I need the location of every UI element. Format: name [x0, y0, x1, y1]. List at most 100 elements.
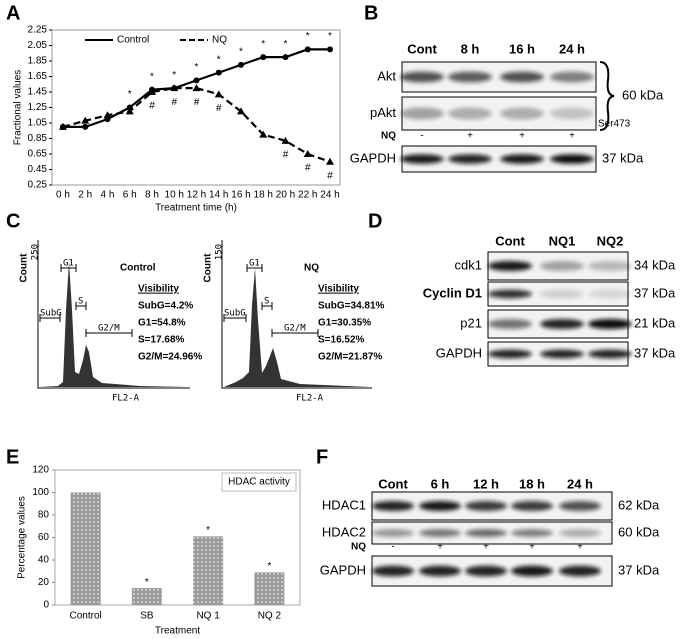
y-axis-label: Fractional values [13, 70, 24, 146]
lane-label: 8 h [461, 41, 480, 56]
panel-label: B [364, 2, 378, 24]
point [214, 90, 223, 98]
lane-label: NQ2 [597, 233, 624, 248]
point [260, 54, 267, 61]
x-axis-label: Treatment [155, 626, 200, 637]
x-tick-label: 20 h [276, 190, 295, 201]
gate-label: G1 [63, 259, 74, 269]
band [488, 349, 532, 359]
size-label: 60 kDa [622, 87, 664, 102]
significance: * [217, 54, 221, 65]
stat: SubG=4.2% [138, 301, 193, 312]
size-label: 21 kDa [634, 315, 676, 330]
row-label: Cyclin D1 [423, 285, 482, 300]
band [588, 289, 632, 299]
point [192, 84, 201, 92]
site-label: Ser473 [598, 119, 631, 130]
legend-label: Control [117, 35, 149, 46]
band [550, 154, 594, 164]
significance: * [128, 89, 132, 100]
treatment-mark: - [420, 131, 423, 142]
gates [39, 264, 319, 337]
treatment-label: NQ [351, 542, 366, 553]
band [419, 500, 461, 512]
significance: * [172, 70, 176, 81]
x-tick-label: 22 h [298, 190, 317, 201]
y-tick-label: 40 [38, 555, 50, 566]
flow-y-label: Count [203, 253, 214, 283]
stat: G1=54.8% [138, 318, 186, 329]
point [103, 111, 112, 119]
significance: * [150, 71, 154, 82]
bar-texture [193, 536, 224, 605]
gate-label: SubG [40, 309, 62, 319]
y-tick-label: 60 [38, 532, 50, 543]
row-label: GAPDH [320, 562, 366, 577]
flow-x-label: FL2-A [296, 394, 324, 404]
stat: G1=30.35% [318, 318, 371, 329]
y-tick-label: 1.25 [28, 102, 48, 113]
row-label: GAPDH [436, 345, 482, 360]
band [550, 71, 594, 83]
y-tick-label: 1.85 [28, 56, 48, 67]
significance: * [145, 577, 149, 588]
panel-label: C [6, 210, 20, 232]
point [281, 136, 290, 144]
flow-title: Control [120, 263, 156, 274]
y-tick-label: 100 [32, 487, 49, 498]
flow-x-label: FL2-A [112, 394, 140, 404]
significance: * [328, 31, 332, 42]
band [372, 500, 414, 512]
x-tick-label: 18 h [254, 190, 273, 201]
treatment-mark: - [391, 542, 394, 553]
lane-label: 18 h [519, 476, 545, 491]
point [125, 107, 134, 115]
stat: G2/M=24.96% [138, 352, 202, 363]
band [511, 565, 553, 577]
stats-title: Visibility [318, 284, 359, 295]
band [559, 529, 601, 537]
flow-y-max: 250 [31, 244, 41, 260]
band [511, 529, 553, 537]
band [448, 107, 492, 120]
band [488, 260, 532, 272]
stats-title: Visibility [138, 284, 179, 295]
significance: # [327, 170, 333, 181]
band [540, 260, 584, 272]
point [82, 123, 89, 130]
row-label: Akt [377, 68, 396, 83]
band [448, 71, 492, 83]
band [488, 318, 532, 330]
y-tick-label: 1.65 [28, 71, 48, 82]
gate-label: G1 [249, 259, 260, 269]
point [304, 46, 311, 53]
lane-label: 24 h [567, 476, 593, 491]
significance: # [194, 97, 200, 108]
significance: * [261, 39, 265, 50]
y-tick-label: 0.25 [28, 180, 48, 191]
point [193, 77, 200, 84]
treatment-mark: + [483, 542, 489, 553]
row-label: HDAC1 [322, 497, 366, 512]
flow-histogram [224, 268, 370, 387]
chart-title: HDAC activity [228, 477, 290, 488]
band [419, 565, 461, 577]
stat: SubG=34.81% [318, 301, 385, 312]
x-tick-label: 16 h [231, 190, 250, 201]
band [588, 260, 632, 272]
lane-label: 24 h [559, 41, 585, 56]
significance: * [267, 561, 271, 572]
x-tick-label: 0 h [56, 190, 70, 201]
bar-texture [254, 572, 285, 605]
significance: * [239, 47, 243, 58]
point [237, 107, 245, 115]
x-tick-label: NQ 1 [196, 611, 220, 622]
x-tick-label: 2 h [78, 190, 92, 201]
band [372, 529, 414, 537]
point [282, 54, 289, 61]
row-label: pAkt [370, 105, 396, 120]
band [400, 154, 444, 164]
point [148, 88, 156, 95]
bar-texture [70, 492, 101, 605]
y-tick-label: 20 [38, 577, 50, 588]
